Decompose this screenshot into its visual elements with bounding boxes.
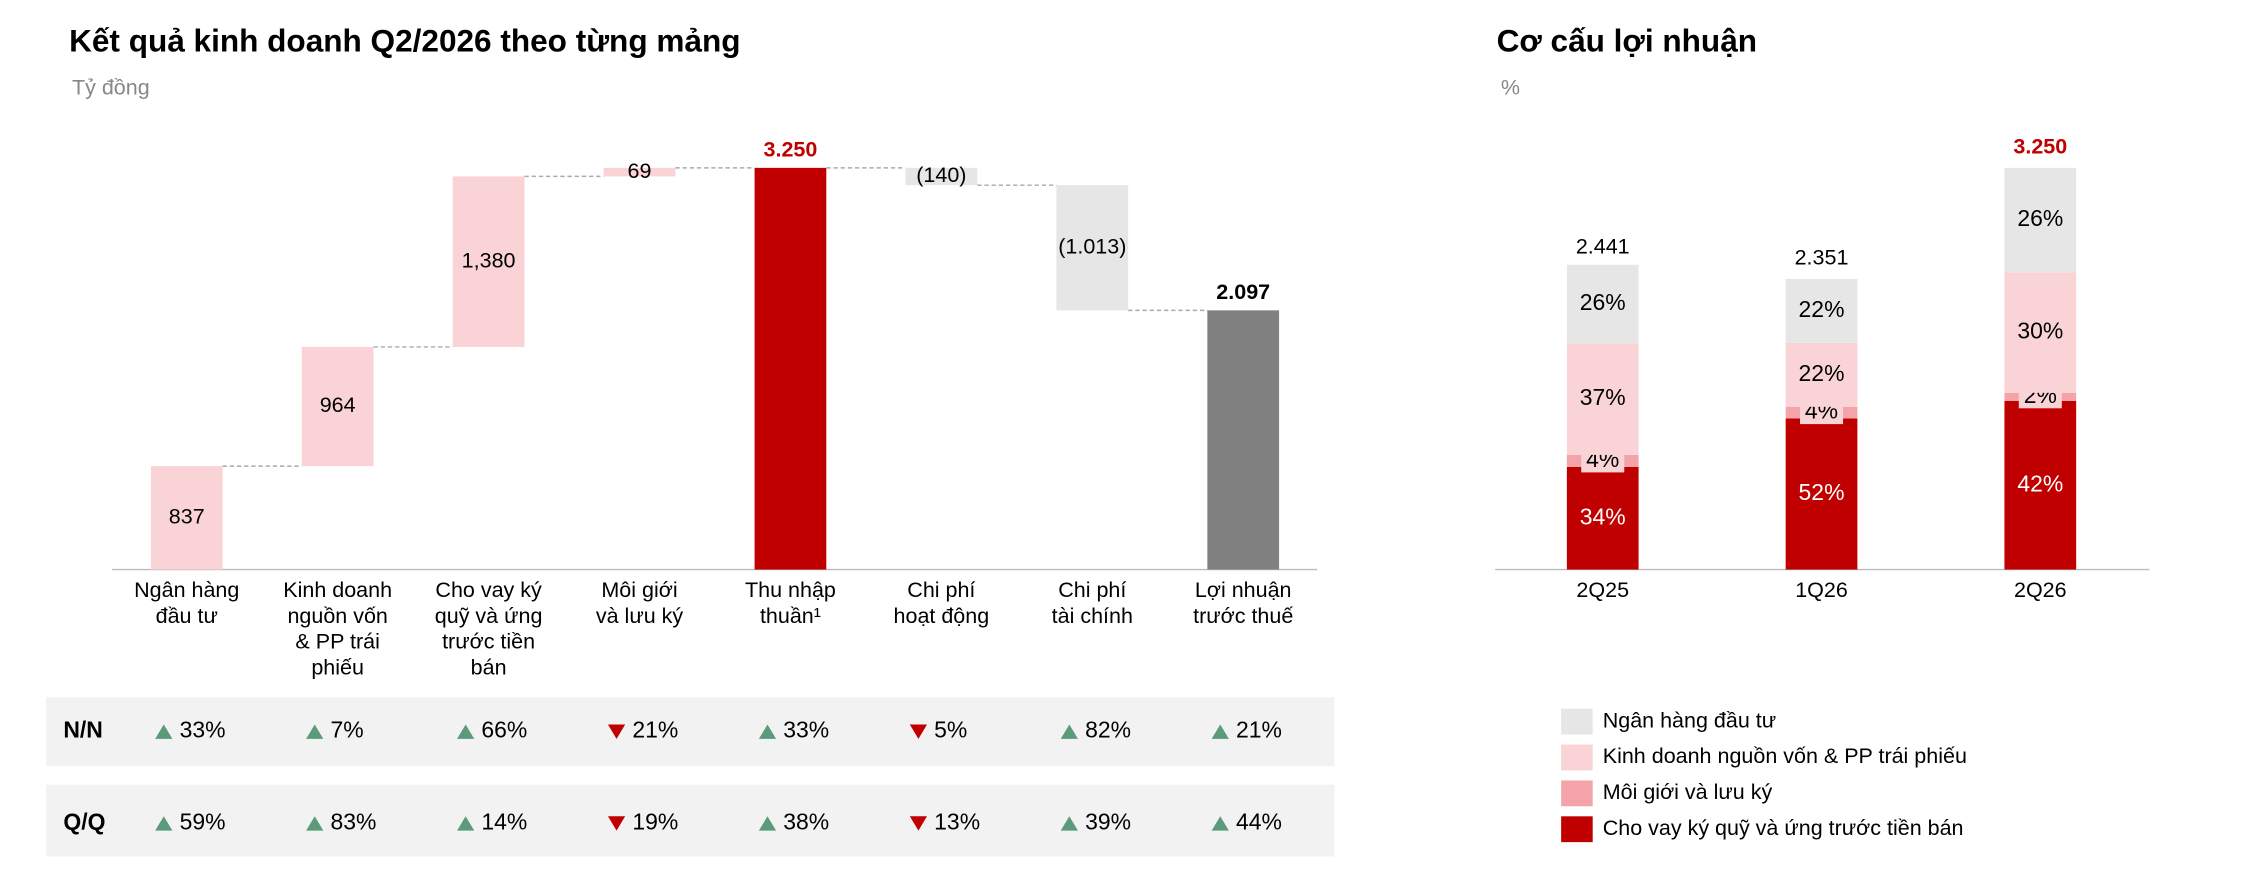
legend-swatch	[1561, 780, 1593, 807]
legend-swatch	[1561, 816, 1593, 843]
value-label: 30%	[2017, 318, 2063, 344]
total-label: 2.351	[1795, 246, 1849, 270]
x-tick-label: Cho vay ký quỹ và ứng trước tiền bán	[435, 578, 543, 679]
table-cell: 5%	[934, 717, 967, 743]
legend-label: Cho vay ký quỹ và ứng trước tiền bán	[1603, 816, 1964, 840]
value-label: 26%	[2017, 205, 2063, 231]
table-row-bg	[46, 697, 1335, 767]
label-bg	[1799, 401, 1844, 425]
bar-segment	[1785, 278, 1858, 343]
trend-arrow	[607, 816, 626, 831]
bar-segment	[1566, 343, 1639, 455]
x-tick-label: 2Q25	[1576, 578, 1629, 602]
table-cell: 66%	[481, 717, 527, 743]
value-label: 837	[169, 505, 205, 529]
legend-label: Môi giới và lưu ký	[1603, 780, 1773, 804]
value-label: 3.250	[764, 137, 818, 161]
value-label: (1.013)	[1058, 234, 1126, 258]
total-label: 2.441	[1576, 234, 1630, 258]
x-tick-label: 1Q26	[1795, 578, 1848, 602]
table-cell: 7%	[330, 717, 363, 743]
value-label: 69	[628, 159, 652, 183]
chart-title: Kết quả kinh doanh Q2/2026 theo từng mản…	[69, 22, 740, 58]
table-cell: 83%	[330, 809, 376, 835]
value-label: 34%	[1580, 503, 1626, 529]
bar-segment	[2004, 272, 2077, 393]
row-label: Q/Q	[63, 809, 105, 835]
value-label: 1,380	[462, 248, 516, 272]
value-label: 964	[320, 393, 356, 417]
trend-arrow	[457, 724, 475, 739]
value-label: 52%	[1799, 479, 1845, 505]
x-tick-label: Ngân hàng đầu tư	[134, 578, 239, 628]
trend-arrow	[909, 724, 928, 739]
bar	[301, 346, 374, 467]
table-cell: 82%	[1085, 717, 1131, 743]
value-label: (140)	[916, 163, 966, 187]
bar	[150, 466, 223, 570]
legend-swatch	[1561, 708, 1593, 735]
value-label: 2.097	[1216, 280, 1270, 304]
bar	[754, 167, 827, 570]
bar-segment	[2004, 400, 2077, 570]
bar-segment	[1566, 466, 1639, 570]
table-cell: 38%	[783, 809, 829, 835]
value-label: 22%	[1799, 296, 1845, 322]
trend-arrow	[607, 724, 626, 739]
table-cell: 21%	[1236, 717, 1282, 743]
value-label: 22%	[1799, 360, 1845, 386]
trend-arrow	[155, 724, 173, 739]
x-tick-label: Thu nhập thuần¹	[745, 578, 836, 628]
trend-arrow	[758, 816, 777, 831]
bar-segment	[1785, 342, 1858, 407]
table-row-bg	[46, 784, 1335, 857]
x-tick-label: Kinh doanh nguồn vốn & PP trái phiếu	[283, 578, 392, 679]
chart-title: Cơ cấu lợi nhuận	[1497, 22, 1757, 58]
x-tick-label: Chi phí tài chính	[1052, 578, 1133, 628]
trend-arrow	[909, 816, 928, 831]
legend-label: Kinh doanh nguồn vốn & PP trái phiếu	[1603, 744, 1967, 768]
trend-arrow	[306, 816, 324, 831]
bar	[1056, 185, 1129, 311]
bar-segment	[1785, 418, 1858, 570]
bar-segment	[2004, 167, 2077, 273]
table-cell: 33%	[180, 717, 226, 743]
table-cell: 14%	[481, 809, 527, 835]
x-tick-label: 2Q26	[2014, 578, 2067, 602]
bar	[1207, 310, 1280, 570]
table-cell: 19%	[632, 809, 678, 835]
total-label: 3.250	[2013, 134, 2067, 158]
table-cell: 21%	[632, 717, 678, 743]
trend-arrow	[1211, 724, 1229, 739]
trend-arrow	[306, 724, 324, 739]
trend-arrow	[1060, 816, 1078, 831]
table-cell: 39%	[1085, 809, 1131, 835]
value-label: 37%	[1580, 384, 1626, 410]
trend-arrow	[1211, 816, 1229, 831]
table-cell: 33%	[783, 717, 829, 743]
value-label: 26%	[1580, 289, 1626, 315]
trend-arrow	[758, 724, 777, 739]
x-tick-label: Chi phí hoạt động	[894, 578, 990, 628]
legend-label: Ngân hàng đầu tư	[1603, 708, 1776, 732]
x-tick-label: Lợi nhuận trước thuế	[1193, 578, 1293, 628]
bar	[603, 167, 676, 177]
chart-subtitle: Tỷ đồng	[72, 76, 150, 100]
legend-swatch	[1561, 744, 1593, 771]
bar	[905, 167, 978, 186]
value-label: 42%	[2017, 470, 2063, 496]
x-tick-label: Môi giới và lưu ký	[596, 578, 684, 628]
trend-arrow	[155, 816, 173, 831]
trend-arrow	[1060, 724, 1078, 739]
table-cell: 13%	[934, 809, 980, 835]
bar	[452, 176, 525, 347]
bar-segment	[1566, 264, 1639, 344]
table-cell: 59%	[180, 809, 226, 835]
label-bg	[1581, 449, 1625, 473]
table-cell: 44%	[1236, 809, 1282, 835]
chart-subtitle: %	[1501, 76, 1520, 100]
row-label: N/N	[63, 717, 103, 743]
trend-arrow	[457, 816, 475, 831]
